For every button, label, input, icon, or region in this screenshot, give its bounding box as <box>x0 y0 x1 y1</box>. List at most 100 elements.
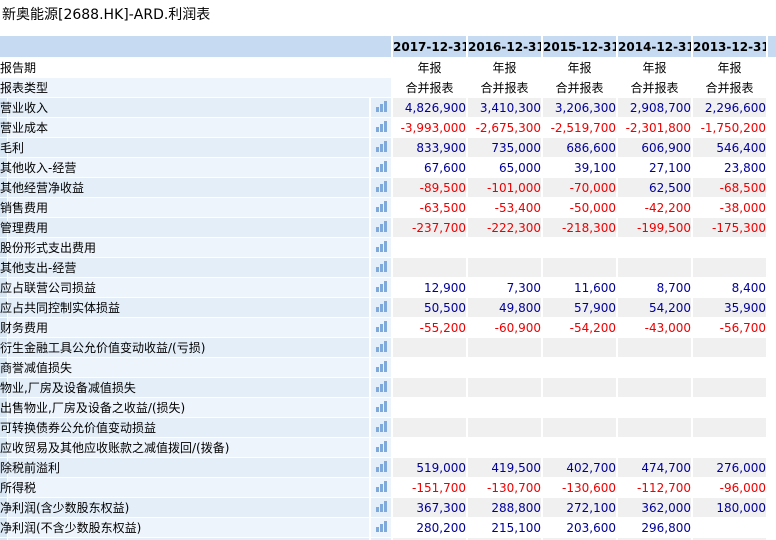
meta-row-label: 报告期 <box>0 58 393 78</box>
row-filler <box>768 298 776 318</box>
metric-value-cell <box>393 258 468 278</box>
metric-value-cell: 519,000 <box>393 458 468 478</box>
metric-value-cell: -50,000 <box>543 198 618 218</box>
metric-value-cell: 362,000 <box>618 498 693 518</box>
icon-cell <box>371 418 393 438</box>
bar-chart-icon[interactable] <box>375 500 387 512</box>
metric-row-label: 应占联营公司损益 <box>0 278 371 298</box>
metric-row-label: 可转换债券公允价值变动损益 <box>0 418 371 438</box>
header-row: 2017-12-31 2016-12-31 2015-12-31 2014-12-31… <box>0 36 776 58</box>
metric-value-cell: -101,000 <box>468 178 543 198</box>
metric-row-label: 净利润(不含少数股东权益) <box>0 518 371 538</box>
metric-row-label: 其他支出-经营 <box>0 258 371 278</box>
bar-chart-icon[interactable] <box>375 360 387 372</box>
metric-value-cell <box>693 258 768 278</box>
metric-value-cell: 54,200 <box>618 298 693 318</box>
meta-row: 报表类型 合并报表 合并报表 合并报表 合并报表 合并报表 <box>0 78 776 98</box>
bar-chart-icon[interactable] <box>375 520 387 532</box>
metric-row: 所得税 -151,700 -130,700 -130,600 -112,700 -96,0… <box>0 478 776 498</box>
metric-value-cell: 288,800 <box>468 498 543 518</box>
metric-value-cell: -130,600 <box>543 478 618 498</box>
metric-value-cell: 39,100 <box>543 158 618 178</box>
icon-cell <box>371 118 393 138</box>
icon-cell <box>371 358 393 378</box>
metric-row: 物业,厂房及设备减值损失 <box>0 378 776 398</box>
metric-value-cell: 57,900 <box>543 298 618 318</box>
metric-value-cell <box>543 538 618 540</box>
metric-value-cell <box>543 238 618 258</box>
metric-value-cell <box>543 398 618 418</box>
metric-value-cell <box>393 238 468 258</box>
metric-value-cell: 833,900 <box>393 138 468 158</box>
metric-row-label: 商誉减值损失 <box>0 358 371 378</box>
metric-value-cell: 12,900 <box>393 278 468 298</box>
row-filler <box>768 58 776 78</box>
bar-chart-icon[interactable] <box>375 100 387 112</box>
row-filler <box>768 378 776 398</box>
bar-chart-icon[interactable] <box>375 260 387 272</box>
metric-value-cell: 215,100 <box>468 518 543 538</box>
bar-chart-icon[interactable] <box>375 380 387 392</box>
metric-value-cell: 7,300 <box>468 278 543 298</box>
date-column-header-2[interactable]: 2015-12-31 <box>543 36 618 58</box>
metric-value-cell <box>468 258 543 278</box>
bar-chart-icon[interactable] <box>375 240 387 252</box>
metric-value-cell: -56,700 <box>693 318 768 338</box>
date-column-header-0[interactable]: 2017-12-31 <box>393 36 468 58</box>
bar-chart-icon[interactable] <box>375 180 387 192</box>
bar-chart-icon[interactable] <box>375 400 387 412</box>
bar-chart-icon[interactable] <box>375 460 387 472</box>
bar-chart-icon[interactable] <box>375 200 387 212</box>
metric-value-cell: 272,100 <box>543 498 618 518</box>
metric-value-cell <box>543 338 618 358</box>
bar-chart-icon[interactable] <box>375 300 387 312</box>
metric-value-cell: -199,500 <box>618 218 693 238</box>
icon-cell <box>371 458 393 478</box>
metric-value-cell: -3,993,000 <box>393 118 468 138</box>
metric-row-label: 其他收入-经营 <box>0 158 371 178</box>
bar-chart-icon[interactable] <box>375 420 387 432</box>
meta-row: 报告期 年报 年报 年报 年报 年报 <box>0 58 776 78</box>
bar-chart-icon[interactable] <box>375 340 387 352</box>
metric-value-cell: 180,000 <box>693 498 768 518</box>
date-column-header-3[interactable]: 2014-12-31 <box>618 36 693 58</box>
icon-cell <box>371 178 393 198</box>
meta-value-cell: 年报 <box>468 58 543 78</box>
icon-cell <box>371 298 393 318</box>
bar-chart-icon[interactable] <box>375 280 387 292</box>
row-filler <box>768 338 776 358</box>
metric-row: 股份形式支出费用 <box>0 238 776 258</box>
metric-value-cell: -112,700 <box>618 478 693 498</box>
bar-chart-icon[interactable] <box>375 140 387 152</box>
metric-row-label: 营业成本 <box>0 118 371 138</box>
metric-value-cell <box>693 398 768 418</box>
bar-chart-icon[interactable] <box>375 220 387 232</box>
metric-value-cell <box>543 258 618 278</box>
bar-chart-icon[interactable] <box>375 160 387 172</box>
bar-chart-icon[interactable] <box>375 120 387 132</box>
metric-row: 应占共同控制实体损益 50,500 49,800 57,900 54,200 35,900 <box>0 298 776 318</box>
bar-chart-icon[interactable] <box>375 440 387 452</box>
metric-value-cell: -53,400 <box>468 198 543 218</box>
metric-row-label: 其他经营净收益 <box>0 178 371 198</box>
metric-value-cell <box>693 418 768 438</box>
metric-value-cell: 62,500 <box>618 178 693 198</box>
metric-row: 出售物业,厂房及设备之收益/(损失) <box>0 398 776 418</box>
metric-value-cell: 546,400 <box>693 138 768 158</box>
row-filler <box>768 98 776 118</box>
metric-value-cell: 50,500 <box>393 298 468 318</box>
bar-chart-icon[interactable] <box>375 320 387 332</box>
metric-row-label: 衍生金融工具公允价值变动收益/(亏损) <box>0 338 371 358</box>
row-filler <box>768 218 776 238</box>
metric-row: 净利润(含少数股东权益) 367,300 288,800 272,100 362,000… <box>0 498 776 518</box>
metric-value-cell <box>543 378 618 398</box>
metric-value-cell <box>543 438 618 458</box>
metric-value-cell: -175,300 <box>693 218 768 238</box>
metric-value-cell: 367,300 <box>393 498 468 518</box>
row-filler <box>768 418 776 438</box>
metric-row-label: 出售物业,厂房及设备之收益/(损失) <box>0 398 371 418</box>
date-column-header-1[interactable]: 2016-12-31 <box>468 36 543 58</box>
metric-value-cell: -43,000 <box>618 318 693 338</box>
date-column-header-4[interactable]: 2013-12-31 <box>693 36 768 58</box>
bar-chart-icon[interactable] <box>375 480 387 492</box>
